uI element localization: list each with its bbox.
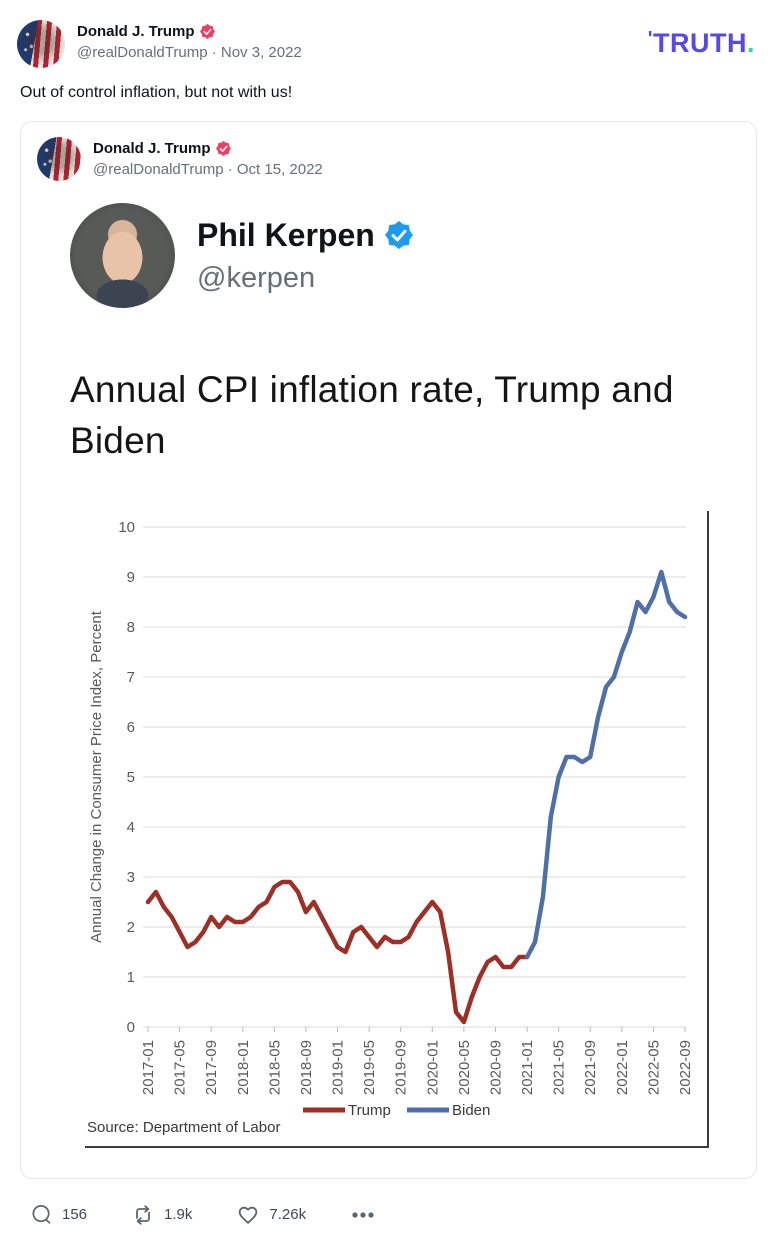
post-header: Donald J. Trump @realDonaldTrump · Nov 3… (0, 0, 777, 68)
svg-text:2017-01: 2017-01 (140, 1040, 157, 1095)
heart-icon (239, 1206, 258, 1224)
post-text: Out of control inflation, but not with u… (20, 84, 293, 101)
svg-text:7: 7 (127, 669, 135, 686)
svg-text:0: 0 (127, 1019, 135, 1036)
svg-text:2017-05: 2017-05 (172, 1040, 189, 1095)
quote-header: Donald J. Trump @realDonaldTrump · Oct 1… (37, 137, 740, 181)
reply-button[interactable]: 156 (30, 1203, 87, 1226)
svg-text:Annual Change in Consumer Pric: Annual Change in Consumer Price Index, P… (88, 610, 105, 943)
svg-text:2019-01: 2019-01 (330, 1040, 347, 1095)
cpi-chart-svg: 0 1 2 3 4 5 6 7 8 9 10 2017-01 2017-05 2017-09 2018-01… (87, 519, 694, 1136)
reply-count: 156 (62, 1206, 88, 1224)
svg-text:Biden: Biden (452, 1102, 490, 1119)
cpi-chart: 0 1 2 3 4 5 6 7 8 9 10 2017-01 2017-05 2017-09 2018-01… (85, 510, 709, 1148)
svg-text:2021-09: 2021-09 (582, 1040, 599, 1095)
truth-verified-badge-icon (199, 24, 215, 39)
repost-count: 1.9k (164, 1206, 193, 1224)
svg-text:2017-09: 2017-09 (203, 1040, 220, 1095)
truth-logo: 'TRUTH. (647, 28, 755, 58)
svg-text:Trump: Trump (348, 1102, 391, 1119)
quote-author-name[interactable]: Donald J. Trump (93, 140, 211, 157)
author-name[interactable]: Donald J. Trump (77, 23, 195, 40)
svg-text:2019-09: 2019-09 (393, 1040, 410, 1095)
author-avatar[interactable] (17, 20, 65, 68)
engagement-row: 156 1.9k 7.26k (0, 1179, 777, 1227)
svg-text:2020-01: 2020-01 (424, 1040, 441, 1095)
tweet-screenshot: Phil Kerpen @kerpen Annual CPI inflation… (70, 203, 740, 1148)
svg-text:9: 9 (127, 569, 135, 586)
repost-button[interactable]: 1.9k (131, 1203, 192, 1227)
svg-text:Source: Department of Labor: Source: Department of Labor (87, 1119, 280, 1136)
tweet-title: Annual CPI inflation rate, Trump and Bid… (70, 369, 674, 462)
tweet-author-avatar (70, 203, 175, 308)
svg-text:4: 4 (127, 819, 135, 836)
svg-text:2020-05: 2020-05 (456, 1040, 473, 1095)
svg-text:3: 3 (127, 869, 135, 886)
quote-card[interactable]: Donald J. Trump @realDonaldTrump · Oct 1… (20, 121, 757, 1179)
svg-text:2022-09: 2022-09 (677, 1040, 694, 1095)
comment-icon (32, 1205, 51, 1224)
svg-text:2019-05: 2019-05 (361, 1040, 378, 1095)
svg-text:2: 2 (127, 919, 135, 936)
twitter-verified-badge-icon (384, 221, 413, 249)
svg-text:2018-09: 2018-09 (298, 1040, 315, 1095)
ellipsis-icon (352, 1212, 374, 1218)
tweet-author-handle: @kerpen (197, 261, 316, 294)
svg-text:5: 5 (127, 769, 135, 786)
svg-text:2018-01: 2018-01 (235, 1040, 252, 1095)
tweet-header: Phil Kerpen @kerpen (70, 203, 740, 308)
like-count: 7.26k (269, 1206, 307, 1224)
svg-text:2018-05: 2018-05 (266, 1040, 283, 1095)
truth-verified-badge-icon (215, 141, 231, 156)
svg-text:1: 1 (127, 969, 135, 986)
svg-text:2021-05: 2021-05 (551, 1040, 568, 1095)
svg-text:2022-05: 2022-05 (645, 1040, 662, 1095)
svg-text:2020-09: 2020-09 (487, 1040, 504, 1095)
author-name-block: Donald J. Trump @realDonaldTrump · Nov 3… (77, 20, 302, 61)
svg-text:2021-01: 2021-01 (519, 1040, 536, 1095)
repost-icon (136, 1205, 150, 1225)
more-button[interactable] (350, 1203, 376, 1227)
quote-avatar[interactable] (37, 137, 81, 181)
svg-text:2022-01: 2022-01 (614, 1040, 631, 1095)
svg-text:10: 10 (118, 519, 135, 536)
author-handle-date: @realDonaldTrump · Nov 3, 2022 (77, 44, 302, 61)
svg-text:6: 6 (127, 719, 135, 736)
tweet-author-name: Phil Kerpen (197, 216, 375, 253)
like-button[interactable]: 7.26k (236, 1203, 306, 1227)
quote-handle-date: @realDonaldTrump · Oct 15, 2022 (93, 161, 323, 178)
svg-text:8: 8 (127, 619, 135, 636)
